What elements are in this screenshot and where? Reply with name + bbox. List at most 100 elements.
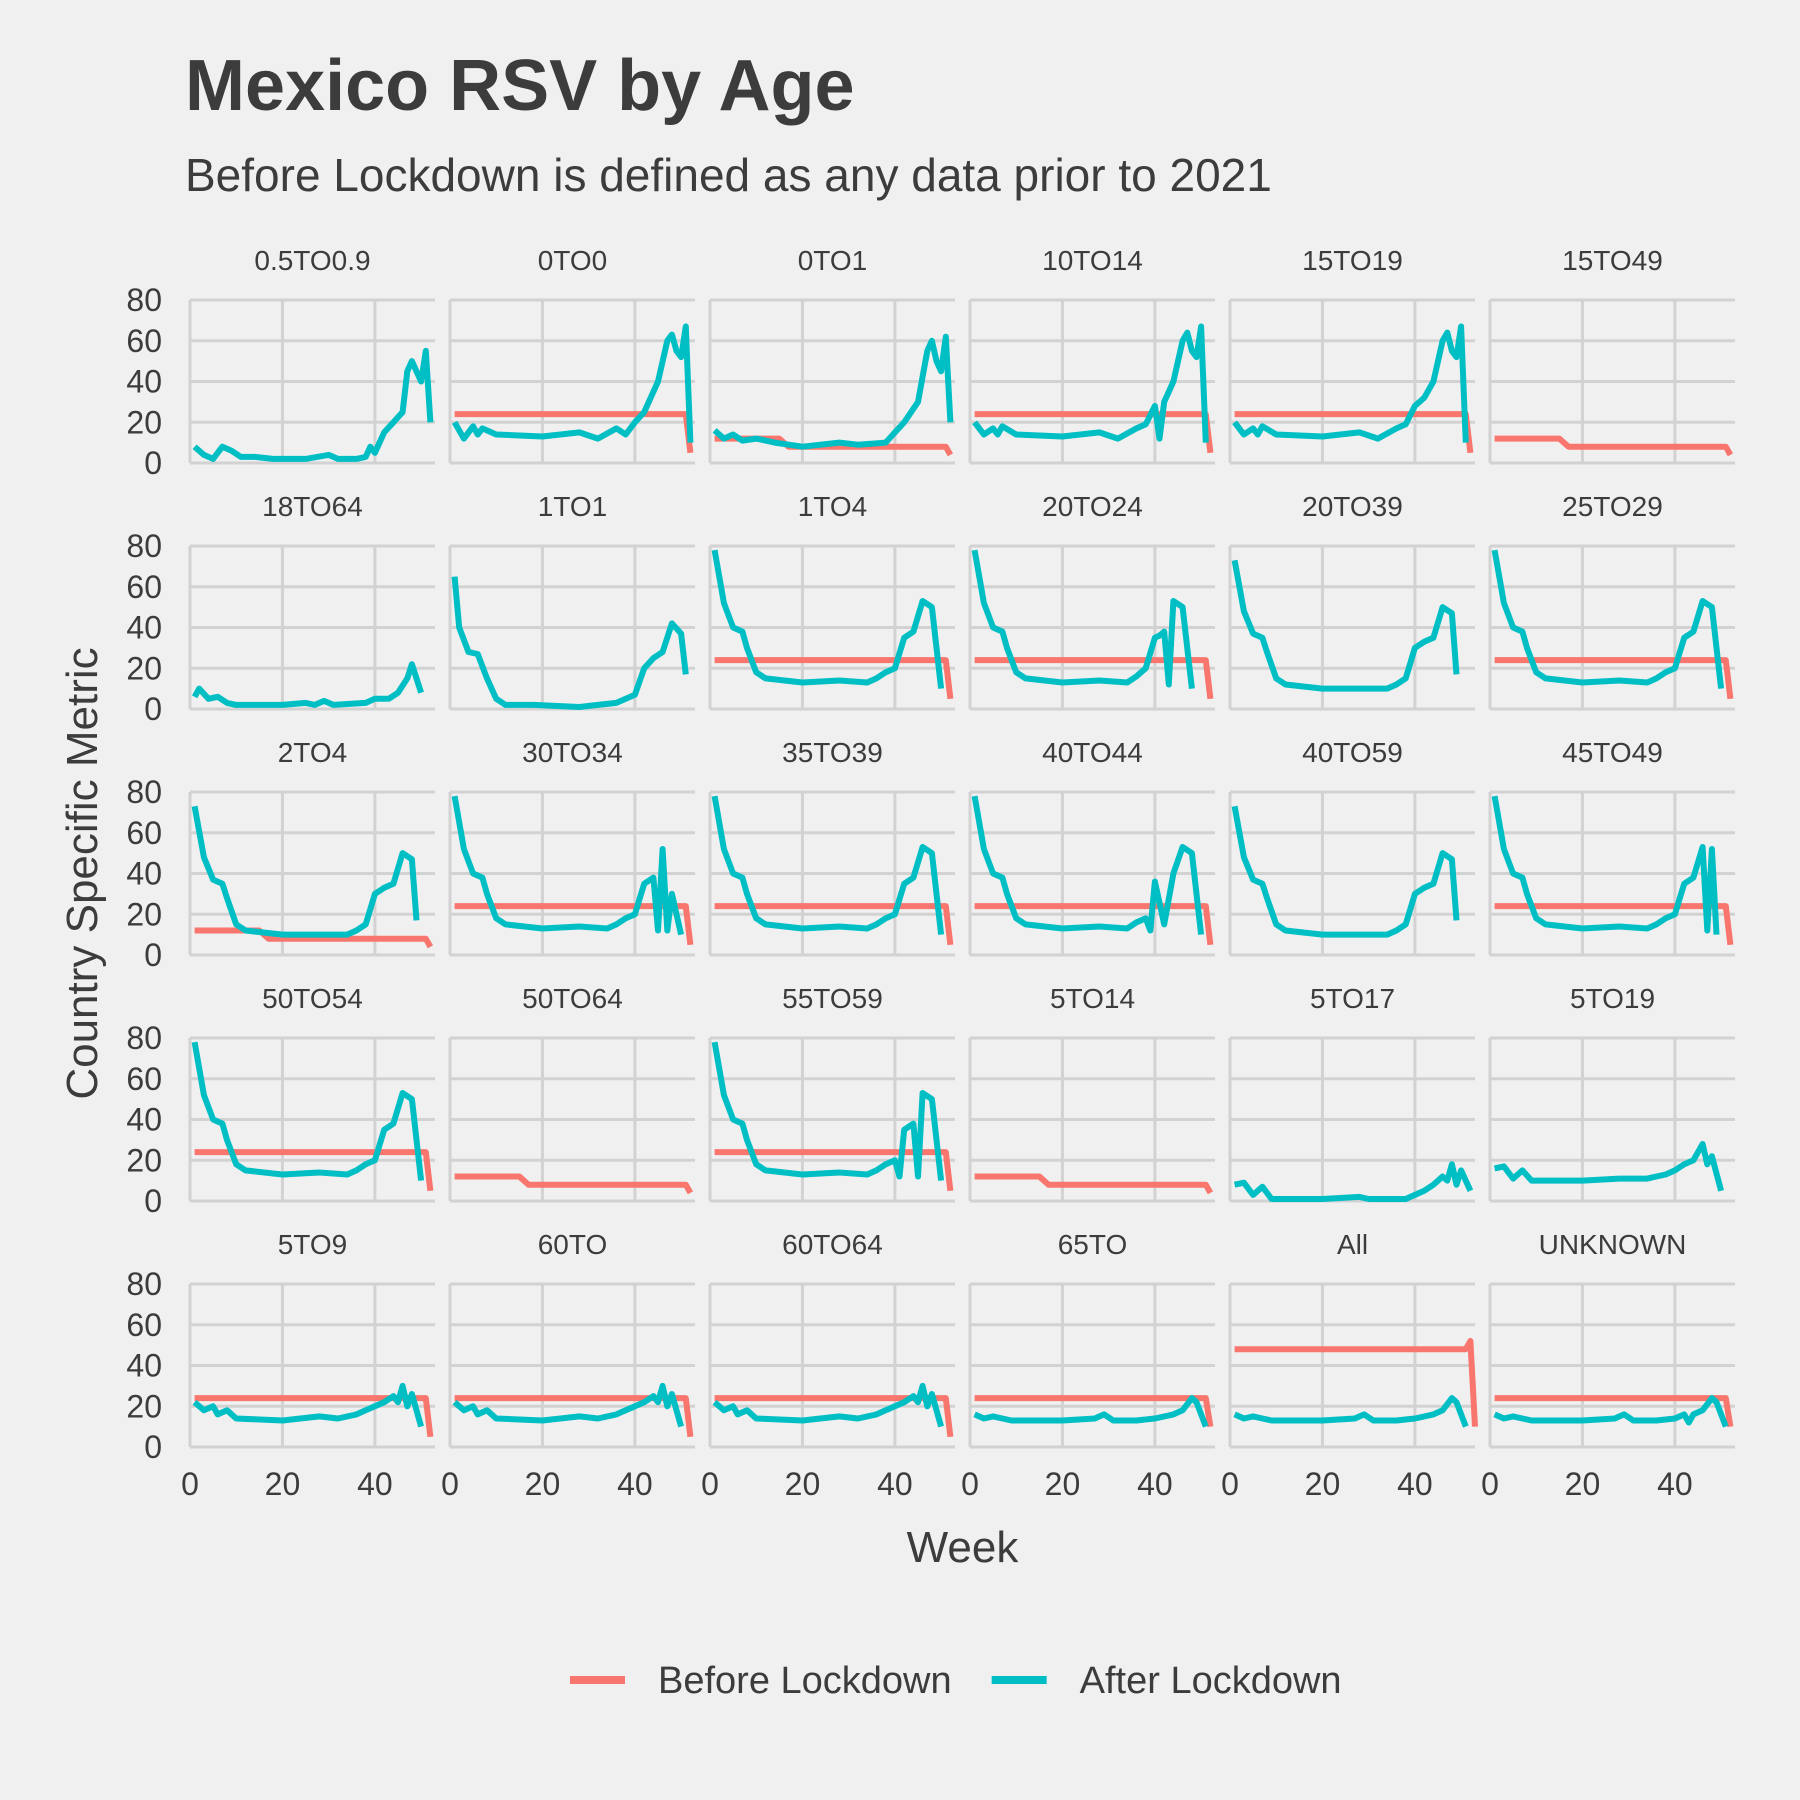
- series-line-after-lockdown: [1232, 323, 1469, 443]
- series-line-after-lockdown: [1493, 1141, 1724, 1192]
- y-tick-label: 60: [126, 569, 162, 605]
- x-tick-label: 20: [1045, 1466, 1081, 1502]
- y-tick-label: 20: [126, 404, 162, 440]
- y-tick-label: 60: [126, 1307, 162, 1343]
- x-tick-label: 0: [1481, 1466, 1499, 1502]
- x-axis-title: Week: [907, 1523, 1020, 1572]
- series-line-before-lockdown: [454, 903, 694, 946]
- series-line-after-lockdown: [191, 1041, 425, 1181]
- panel-label: 1TO1: [538, 491, 608, 522]
- legend-label: After Lockdown: [1080, 1660, 1342, 1702]
- y-tick-label: 80: [126, 1266, 162, 1302]
- panel-label: 50TO54: [262, 983, 363, 1014]
- series-line-after-lockdown: [711, 1041, 945, 1181]
- series-line-before-lockdown: [1494, 435, 1734, 457]
- y-tick-label: 40: [126, 1348, 162, 1384]
- x-tick-label: 40: [1397, 1466, 1433, 1502]
- y-tick-label: 20: [126, 896, 162, 932]
- panel-label: 5TO19: [1570, 983, 1655, 1014]
- chart-subtitle: Before Lockdown is defined as any data p…: [185, 149, 1272, 201]
- panel-label: 5TO17: [1310, 983, 1395, 1014]
- panel-label: 10TO14: [1042, 245, 1143, 276]
- y-tick-label: 60: [126, 323, 162, 359]
- series-line-before-lockdown: [714, 1395, 954, 1438]
- y-tick-label: 60: [126, 1061, 162, 1097]
- series-line-after-lockdown: [1231, 805, 1460, 938]
- panel-label: 5TO9: [278, 1229, 348, 1260]
- series-line-before-lockdown: [714, 657, 954, 700]
- y-tick-label: 60: [126, 815, 162, 851]
- x-tick-label: 0: [961, 1466, 979, 1502]
- series-line-before-lockdown: [194, 1149, 434, 1192]
- series-line-after-lockdown: [972, 323, 1209, 443]
- series-line-before-lockdown: [974, 657, 1214, 700]
- panel-label: 40TO59: [1302, 737, 1403, 768]
- series-line-after-lockdown: [451, 795, 685, 936]
- panel-label: 1TO4: [798, 491, 868, 522]
- panel-label: 20TO39: [1302, 491, 1403, 522]
- y-tick-label: 0: [144, 445, 162, 481]
- series-line-before-lockdown: [1494, 657, 1734, 700]
- series-line-after-lockdown: [971, 549, 1195, 689]
- series-line-after-lockdown: [191, 661, 424, 708]
- x-tick-label: 40: [877, 1466, 913, 1502]
- series-line-before-lockdown: [974, 1395, 1214, 1428]
- panel-label: All: [1337, 1229, 1368, 1260]
- series-line-before-lockdown: [1494, 903, 1734, 946]
- series-line-after-lockdown: [1493, 1395, 1729, 1428]
- panel-label: 0TO1: [798, 245, 868, 276]
- x-tick-label: 20: [785, 1466, 821, 1502]
- y-tick-label: 40: [126, 1102, 162, 1138]
- panel-label: UNKNOWN: [1539, 1229, 1687, 1260]
- series-line-after-lockdown: [712, 1382, 944, 1428]
- series-line-after-lockdown: [1491, 549, 1725, 689]
- panel-label: 25TO29: [1562, 491, 1663, 522]
- series-line-after-lockdown: [973, 1395, 1209, 1428]
- y-axis-title: Country Specific Metric: [58, 647, 107, 1099]
- y-tick-label: 20: [126, 650, 162, 686]
- series-line-after-lockdown: [452, 1382, 684, 1428]
- panel-label: 0.5TO0.9: [254, 245, 370, 276]
- series-line-before-lockdown: [1494, 1395, 1734, 1428]
- y-tick-label: 0: [144, 1183, 162, 1219]
- series-line-before-lockdown: [974, 903, 1214, 946]
- series-line-before-lockdown: [714, 1149, 954, 1192]
- x-tick-label: 40: [357, 1466, 393, 1502]
- x-tick-label: 0: [701, 1466, 719, 1502]
- series-line-before-lockdown: [974, 1173, 1214, 1195]
- panel-label: 65TO: [1058, 1229, 1128, 1260]
- x-tick-label: 0: [1221, 1466, 1239, 1502]
- series-line-after-lockdown: [191, 805, 420, 938]
- series-line-after-lockdown: [1491, 795, 1720, 935]
- x-tick-label: 40: [1657, 1466, 1693, 1502]
- series-line-after-lockdown: [192, 347, 434, 462]
- panel-label: 50TO64: [522, 983, 623, 1014]
- series-line-after-lockdown: [1231, 559, 1460, 692]
- series-line-after-lockdown: [712, 333, 954, 450]
- panel-label: 15TO19: [1302, 245, 1403, 276]
- panel-label: 15TO49: [1562, 245, 1663, 276]
- x-tick-label: 20: [265, 1466, 301, 1502]
- series-line-before-lockdown: [194, 927, 434, 949]
- panel-label: 60TO64: [782, 1229, 883, 1260]
- series-line-after-lockdown: [971, 795, 1205, 935]
- panel-label: 30TO34: [522, 737, 623, 768]
- series-line-before-lockdown: [454, 1395, 694, 1438]
- y-tick-label: 0: [144, 937, 162, 973]
- legend-label: Before Lockdown: [658, 1660, 952, 1702]
- y-tick-label: 20: [126, 1142, 162, 1178]
- series-line-after-lockdown: [1233, 1395, 1469, 1428]
- series-line-after-lockdown: [1233, 1161, 1474, 1202]
- series-line-before-lockdown: [454, 1173, 694, 1195]
- panel-label: 2TO4: [278, 737, 348, 768]
- y-tick-label: 0: [144, 691, 162, 727]
- x-tick-label: 0: [181, 1466, 199, 1502]
- y-tick-label: 40: [126, 364, 162, 400]
- x-tick-label: 20: [525, 1466, 561, 1502]
- x-tick-label: 40: [617, 1466, 653, 1502]
- series-line-before-lockdown: [1234, 1338, 1478, 1427]
- y-tick-label: 0: [144, 1429, 162, 1465]
- panel-label: 20TO24: [1042, 491, 1143, 522]
